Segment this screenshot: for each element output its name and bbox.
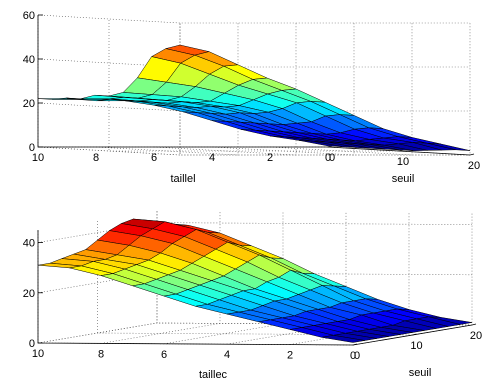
xlabel-top: taillel [170, 173, 195, 185]
y-tick-label: 10 [397, 156, 409, 168]
grid-line [37, 14, 470, 24]
surface-patch [298, 140, 343, 147]
y-tick [412, 333, 417, 336]
z-tick-label: 0 [29, 338, 35, 350]
surface-top [37, 44, 471, 151]
x-tick-label: 8 [98, 348, 104, 360]
grid-line [108, 19, 399, 152]
surface-patch [321, 335, 365, 343]
ylabel-bottom: seuil [409, 367, 432, 379]
x-tick-label: 0 [325, 152, 331, 164]
y-tick [398, 149, 404, 152]
z-tick-label: 60 [23, 10, 35, 22]
y-tick [327, 145, 333, 148]
grid-line [37, 58, 470, 68]
y-tick-label: 20 [470, 330, 482, 342]
y-tick-label: 0 [354, 350, 360, 362]
y-tick [471, 323, 477, 326]
surface-bottom [37, 218, 473, 343]
z-tick-label: 40 [23, 238, 35, 250]
x-tick-label: 2 [267, 152, 273, 164]
y-tick [352, 343, 358, 346]
x-tick-label: 4 [224, 349, 230, 361]
z-tick-label: 20 [23, 288, 35, 300]
z-tick-label: 20 [23, 98, 35, 110]
x-tick-label: 10 [32, 152, 44, 164]
x-tick-label: 6 [151, 152, 157, 164]
x-tick-label: 4 [209, 152, 215, 164]
y-tick [469, 153, 475, 156]
y-tick-label: 0 [329, 152, 335, 164]
x-tick-label: 0 [350, 350, 356, 362]
x-tick-label: 6 [161, 349, 167, 361]
x-tick-label: 8 [93, 152, 99, 164]
y-tick-label: 20 [468, 160, 480, 172]
z-tick-label: 0 [29, 142, 35, 154]
y-tick-label: 10 [410, 340, 422, 352]
xlabel-bottom: taillec [199, 369, 228, 381]
x-tick-label: 10 [32, 348, 44, 360]
z-tick-label: 40 [23, 54, 35, 66]
ylabel-top: seuil [392, 173, 415, 185]
x-tick-label: 2 [287, 350, 293, 362]
